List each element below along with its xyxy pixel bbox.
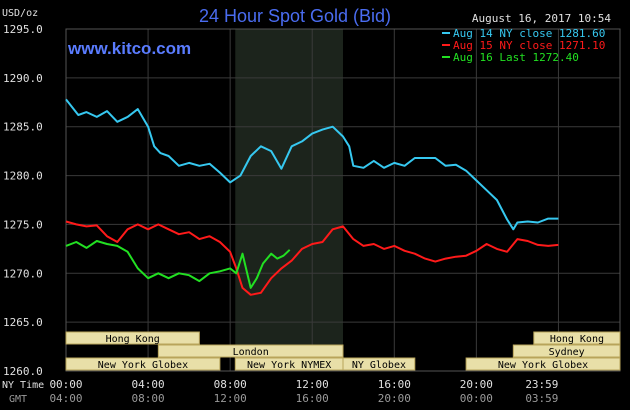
ny-time-label: NY Time [2,380,44,391]
x-tick-label-gmt: 08:00 [132,392,165,405]
y-tick-label: 1280.0 [3,170,43,183]
x-tick-label-ny: 16:00 [378,378,411,391]
x-tick-label-gmt: 20:00 [378,392,411,405]
session-bar-rect [157,344,344,358]
y-tick-label: 1275.0 [3,218,43,231]
series-line [65,220,559,296]
y-tick-label: 1265.0 [3,316,43,329]
timestamp: August 16, 2017 10:54 [472,12,611,25]
chart-title: 24 Hour Spot Gold (Bid) [199,6,391,26]
session-bar: Sydney [512,344,621,358]
y-tick-label: 1270.0 [3,267,43,280]
x-tick-label-ny: 00:00 [49,378,82,391]
x-tick-label-ny: 08:00 [214,378,247,391]
session-bar: New York Globex [465,357,621,371]
x-tick-label-ny: 04:00 [132,378,165,391]
kitco-watermark: www.kitco.com [67,39,191,58]
session-bar: New York NYMEX [234,357,344,371]
x-tick-label-gmt: 00:00 [460,392,493,405]
session-bar: Hong Kong [65,331,200,345]
session-bar-rect [65,357,221,371]
session-bar: New York Globex [65,357,221,371]
session-label: Sydney [549,347,585,358]
legend-entry: Aug 14 NY close 1281.60 [442,27,605,40]
session-label: New York NYMEX [247,360,331,371]
session-bar: NY Globex [342,357,416,371]
series-line [65,98,559,231]
session-bar: Hong Kong [533,331,621,345]
market-session-bars: Hong Kong Hong Kong London Sydney New York G… [65,331,621,371]
legend-entry: Aug 16 Last 1272.40 [442,51,579,64]
session-label: Hong Kong [106,334,160,345]
session-bar-rect [512,344,621,358]
x-tick-label-gmt: 03:59 [525,392,558,405]
gmt-label: GMT [9,394,27,405]
series-line [65,240,291,289]
y-tick-label: 1260.0 [3,365,43,378]
legend-entry: Aug 15 NY close 1271.10 [442,39,605,52]
y-tick-label: 1285.0 [3,121,43,134]
x-tick-label-ny: 20:00 [460,378,493,391]
session-label: NY Globex [352,360,406,371]
y-tick-label: 1290.0 [3,72,43,85]
session-label: New York Globex [498,360,588,371]
nymex-highlight-band [235,29,343,371]
x-tick-label-gmt: 12:00 [214,392,247,405]
legend-label: Aug 14 NY close 1281.60 [453,27,605,40]
legend-label: Aug 15 NY close 1271.10 [453,39,605,52]
x-axis-ticks: 00:0004:0004:0008:0008:0012:0012:0016:00… [49,378,558,405]
session-bar-rect [65,331,200,345]
session-bar: London [157,344,344,358]
session-label: London [233,347,269,358]
legend-label: Aug 16 Last 1272.40 [453,51,579,64]
y-axis-ticks: 1260.0 1265.0 1270.0 1275.0 1280.0 1285.0 1290… [3,23,43,378]
session-bar-rect [533,331,621,345]
session-bar-rect [342,357,416,371]
y-unit-label: USD/oz [2,8,38,19]
x-tick-label-ny: 12:00 [296,378,329,391]
x-tick-label-gmt: 04:00 [49,392,82,405]
session-label: Hong Kong [550,334,604,345]
plot-frame [65,28,621,372]
y-tick-label: 1295.0 [3,23,43,36]
session-bar-rect [465,357,621,371]
x-tick-label-gmt: 16:00 [296,392,329,405]
session-label: New York Globex [98,360,188,371]
x-tick-label-ny: 23:59 [525,378,558,391]
series-lines [65,98,559,296]
